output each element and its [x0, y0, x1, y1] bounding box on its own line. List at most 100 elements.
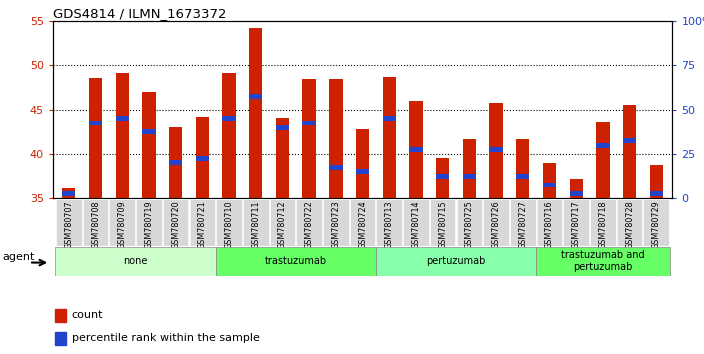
Bar [570, 179, 583, 198]
Text: GSM780717: GSM780717 [572, 200, 581, 249]
Text: GSM780716: GSM780716 [545, 200, 554, 249]
Bar [62, 188, 75, 198]
Text: GSM780708: GSM780708 [91, 200, 100, 249]
Text: GSM780713: GSM780713 [385, 200, 394, 249]
FancyBboxPatch shape [430, 199, 455, 246]
FancyBboxPatch shape [403, 199, 429, 246]
Bar [303, 79, 316, 198]
Bar [62, 192, 75, 196]
Bar [489, 147, 503, 152]
Bar [276, 125, 289, 130]
Text: GSM780722: GSM780722 [305, 200, 314, 249]
FancyBboxPatch shape [82, 199, 108, 246]
FancyBboxPatch shape [377, 199, 402, 246]
Bar [55, 332, 66, 345]
Text: GSM780711: GSM780711 [251, 200, 260, 249]
Bar [329, 165, 343, 170]
Bar [623, 138, 636, 143]
FancyBboxPatch shape [483, 199, 509, 246]
FancyBboxPatch shape [323, 199, 348, 246]
Bar [382, 77, 396, 198]
FancyBboxPatch shape [457, 199, 482, 246]
Bar [276, 118, 289, 198]
Bar [222, 116, 236, 121]
Text: GSM780723: GSM780723 [332, 200, 340, 249]
Bar [115, 116, 129, 121]
Text: GSM780727: GSM780727 [518, 200, 527, 249]
Bar [382, 116, 396, 121]
Bar [89, 78, 102, 198]
Bar [115, 73, 129, 198]
Bar [543, 163, 556, 198]
FancyBboxPatch shape [215, 247, 376, 275]
Bar [249, 94, 263, 99]
FancyBboxPatch shape [617, 199, 643, 246]
Bar [409, 147, 422, 152]
FancyBboxPatch shape [56, 247, 215, 275]
Text: GSM780707: GSM780707 [64, 200, 73, 249]
FancyBboxPatch shape [643, 199, 669, 246]
Bar [436, 174, 449, 178]
Text: GSM780712: GSM780712 [278, 200, 287, 249]
Bar [142, 92, 156, 198]
Bar [570, 192, 583, 196]
Bar [409, 101, 422, 198]
Text: trastuzumab and
pertuzumab: trastuzumab and pertuzumab [561, 250, 645, 272]
Bar [89, 121, 102, 125]
Text: GSM780709: GSM780709 [118, 200, 127, 249]
FancyBboxPatch shape [243, 199, 268, 246]
Bar [596, 143, 610, 148]
Bar [650, 192, 663, 196]
Bar [516, 174, 529, 178]
FancyBboxPatch shape [189, 199, 215, 246]
FancyBboxPatch shape [136, 199, 162, 246]
Bar [596, 122, 610, 198]
Bar [650, 165, 663, 198]
Text: GSM780719: GSM780719 [144, 200, 153, 249]
Text: GSM780729: GSM780729 [652, 200, 661, 249]
FancyBboxPatch shape [56, 199, 82, 246]
Text: pertuzumab: pertuzumab [427, 256, 486, 266]
Text: GSM780710: GSM780710 [225, 200, 234, 249]
Bar [463, 174, 476, 178]
FancyBboxPatch shape [563, 199, 589, 246]
Text: GSM780724: GSM780724 [358, 200, 367, 249]
FancyBboxPatch shape [536, 247, 670, 275]
Bar [169, 127, 182, 198]
Bar [436, 159, 449, 198]
Text: GSM780714: GSM780714 [411, 200, 420, 249]
Text: GSM780726: GSM780726 [491, 200, 501, 249]
FancyBboxPatch shape [350, 199, 375, 246]
Bar [142, 130, 156, 134]
Text: GSM780715: GSM780715 [438, 200, 447, 249]
Bar [169, 160, 182, 165]
FancyBboxPatch shape [510, 199, 536, 246]
Text: GSM780725: GSM780725 [465, 200, 474, 249]
Text: trastuzumab: trastuzumab [265, 256, 327, 266]
Text: count: count [72, 310, 103, 320]
Bar [303, 121, 316, 125]
Bar [489, 103, 503, 198]
Text: GSM780728: GSM780728 [625, 200, 634, 249]
Bar [222, 73, 236, 198]
Bar [463, 139, 476, 198]
FancyBboxPatch shape [376, 247, 536, 275]
Text: agent: agent [3, 252, 35, 262]
FancyBboxPatch shape [590, 199, 616, 246]
Text: none: none [123, 256, 148, 266]
Bar [196, 156, 209, 161]
FancyBboxPatch shape [216, 199, 242, 246]
Text: percentile rank within the sample: percentile rank within the sample [72, 333, 259, 343]
Bar [356, 169, 369, 174]
Text: GDS4814 / ILMN_1673372: GDS4814 / ILMN_1673372 [53, 7, 226, 20]
Bar [55, 309, 66, 322]
FancyBboxPatch shape [270, 199, 295, 246]
Text: GSM780720: GSM780720 [171, 200, 180, 249]
Text: GSM780718: GSM780718 [598, 200, 608, 249]
Bar [516, 139, 529, 198]
Bar [329, 79, 343, 198]
FancyBboxPatch shape [109, 199, 135, 246]
Bar [623, 105, 636, 198]
FancyBboxPatch shape [536, 199, 562, 246]
Bar [249, 28, 263, 198]
